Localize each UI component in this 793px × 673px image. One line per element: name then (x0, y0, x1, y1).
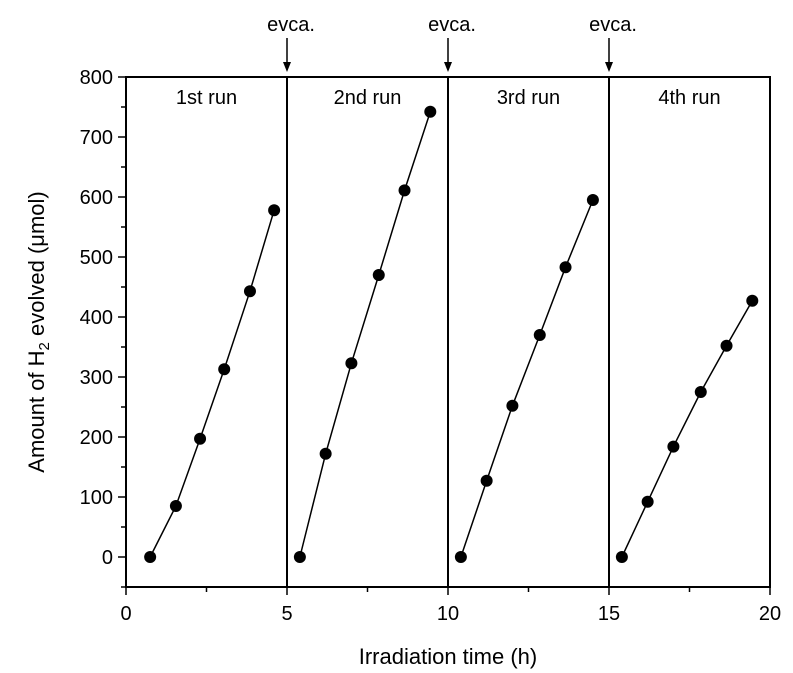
y-tick-label: 200 (80, 427, 113, 449)
series-group (454, 194, 599, 563)
data-point (319, 447, 332, 460)
data-point (533, 329, 546, 341)
series-group (144, 204, 281, 563)
evacuation-arrow-head (444, 62, 452, 72)
data-point (720, 339, 733, 352)
y-axis-title-subscript: 2 (36, 342, 53, 350)
y-tick-label: 300 (80, 367, 113, 389)
y-tick-label: 800 (80, 67, 113, 89)
y-tick-label: 100 (80, 487, 113, 509)
series-group (293, 105, 437, 563)
series-line (149, 209, 275, 558)
data-point (194, 432, 207, 445)
y-axis-title-prefix: Amount of H (24, 350, 49, 472)
data-point (293, 551, 306, 563)
data-point (586, 194, 599, 206)
x-tick-label: 15 (598, 603, 620, 625)
data-point (169, 500, 182, 512)
y-tick-label: 700 (80, 127, 113, 149)
data-point (559, 261, 572, 274)
data-point (243, 285, 256, 298)
x-axis-title: Irradiation time (h) (359, 644, 538, 669)
run-dividers (283, 38, 613, 587)
x-tick-label: 5 (281, 603, 292, 625)
evacuation-label: evca. (267, 14, 315, 36)
data-point (372, 269, 385, 281)
plot-frame (125, 76, 771, 588)
data-point (218, 363, 231, 376)
series-line (299, 111, 432, 558)
y-axis-title-suffix: evolved (μmol) (24, 191, 49, 342)
evacuation-arrow-head (605, 62, 613, 72)
evacuation-label: evca. (428, 14, 476, 36)
run-label: 1st run (176, 87, 237, 109)
x-tick-label: 0 (120, 603, 131, 625)
data-point (615, 551, 628, 563)
data-point (694, 386, 707, 398)
data-point (268, 204, 281, 217)
y-axis-title: Amount of H2 evolved (μmol) (24, 191, 53, 472)
run-label: 4th run (658, 87, 720, 109)
series-line (460, 199, 594, 558)
x-tick-label: 10 (437, 603, 459, 625)
labels: Irradiation time (h) Amount of H2 evolve… (24, 14, 721, 669)
data-point (454, 551, 467, 563)
y-tick-label: 400 (80, 307, 113, 329)
evacuation-label: evca. (589, 14, 637, 36)
data-point (424, 105, 437, 118)
y-tick-label: 0 (102, 547, 113, 569)
data-point (144, 551, 157, 563)
y-tick-label: 500 (80, 247, 113, 269)
x-tick-label: 20 (759, 603, 781, 625)
series-line (621, 300, 753, 558)
y-tick-label: 600 (80, 187, 113, 209)
data-point (398, 184, 411, 197)
data-point (506, 399, 519, 412)
run-label: 3rd run (497, 87, 560, 109)
data-series (144, 105, 759, 563)
run-label: 2nd run (334, 87, 402, 109)
series-group (615, 294, 759, 563)
evacuation-arrow-head (283, 62, 291, 72)
data-point (480, 474, 493, 487)
data-point (746, 294, 759, 307)
data-point (641, 495, 654, 508)
data-point (667, 440, 680, 453)
data-point (345, 357, 358, 370)
